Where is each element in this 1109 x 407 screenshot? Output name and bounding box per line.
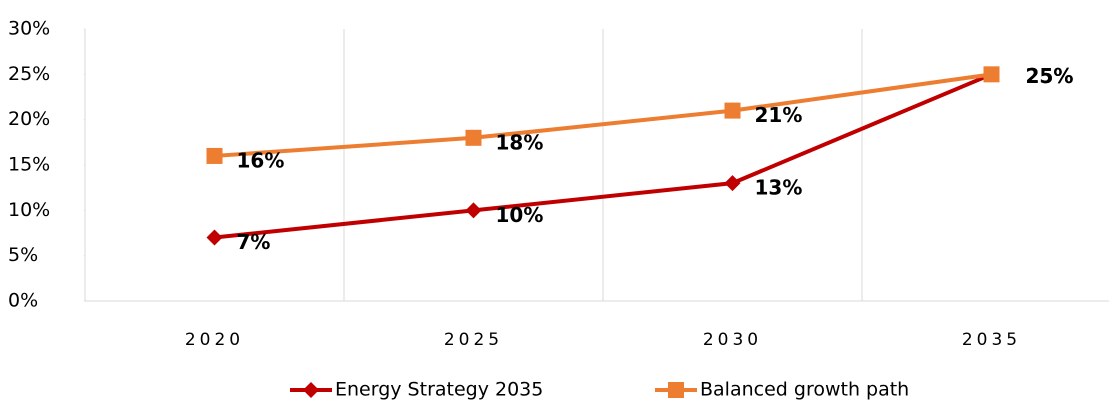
x-tick-label: 2020 bbox=[185, 330, 244, 350]
y-tick-label: 30% bbox=[8, 18, 50, 40]
x-tick-label: 2035 bbox=[962, 330, 1021, 350]
series-line bbox=[214, 72, 992, 158]
y-tick-label: 0% bbox=[8, 290, 38, 312]
data-label: 25% bbox=[1026, 64, 1074, 88]
data-label: 16% bbox=[237, 148, 285, 172]
y-tick-label: 20% bbox=[8, 108, 50, 130]
y-tick-label: 15% bbox=[8, 154, 50, 176]
data-label: 13% bbox=[755, 176, 803, 200]
y-tick-label: 10% bbox=[8, 199, 50, 221]
data-point bbox=[206, 147, 223, 164]
legend-marker bbox=[303, 382, 319, 398]
data-label: 18% bbox=[496, 130, 544, 154]
legend-marker bbox=[668, 382, 684, 398]
data-point bbox=[465, 129, 482, 146]
data-point bbox=[465, 202, 482, 219]
data-point bbox=[724, 175, 741, 192]
x-tick-label: 2025 bbox=[444, 330, 503, 350]
data-point bbox=[724, 102, 741, 119]
data-point bbox=[983, 66, 1000, 83]
data-label: 10% bbox=[496, 203, 544, 227]
y-tick-label: 25% bbox=[8, 63, 50, 85]
y-tick-label: 5% bbox=[8, 244, 38, 266]
x-tick-label: 2030 bbox=[703, 330, 762, 350]
series-line bbox=[214, 72, 993, 240]
data-label: 25% bbox=[1026, 64, 1074, 88]
data-label: 7% bbox=[237, 230, 271, 254]
legend-label: Energy Strategy 2035 bbox=[335, 379, 543, 401]
data-point bbox=[206, 229, 223, 246]
data-label: 21% bbox=[755, 103, 803, 127]
legend-label: Balanced growth path bbox=[700, 379, 909, 401]
